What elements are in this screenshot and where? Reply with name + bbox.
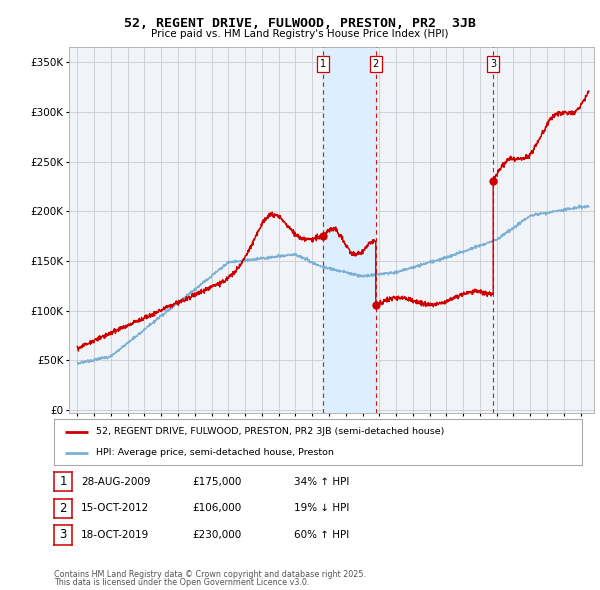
Text: 60% ↑ HPI: 60% ↑ HPI bbox=[294, 530, 349, 540]
Text: 2: 2 bbox=[373, 59, 379, 69]
Text: £106,000: £106,000 bbox=[192, 503, 241, 513]
Text: 1: 1 bbox=[59, 475, 67, 489]
Text: 28-AUG-2009: 28-AUG-2009 bbox=[81, 477, 151, 487]
Text: HPI: Average price, semi-detached house, Preston: HPI: Average price, semi-detached house,… bbox=[96, 448, 334, 457]
Text: 2: 2 bbox=[59, 502, 67, 515]
Text: 52, REGENT DRIVE, FULWOOD, PRESTON, PR2 3JB (semi-detached house): 52, REGENT DRIVE, FULWOOD, PRESTON, PR2 … bbox=[96, 427, 445, 436]
Text: 3: 3 bbox=[490, 59, 496, 69]
Text: Price paid vs. HM Land Registry's House Price Index (HPI): Price paid vs. HM Land Registry's House … bbox=[151, 29, 449, 39]
Text: This data is licensed under the Open Government Licence v3.0.: This data is licensed under the Open Gov… bbox=[54, 578, 310, 587]
Text: Contains HM Land Registry data © Crown copyright and database right 2025.: Contains HM Land Registry data © Crown c… bbox=[54, 570, 366, 579]
Text: 3: 3 bbox=[59, 528, 67, 542]
Text: 19% ↓ HPI: 19% ↓ HPI bbox=[294, 503, 349, 513]
Text: 15-OCT-2012: 15-OCT-2012 bbox=[81, 503, 149, 513]
Text: £175,000: £175,000 bbox=[192, 477, 241, 487]
Text: 52, REGENT DRIVE, FULWOOD, PRESTON, PR2  3JB: 52, REGENT DRIVE, FULWOOD, PRESTON, PR2 … bbox=[124, 17, 476, 30]
Text: £230,000: £230,000 bbox=[192, 530, 241, 540]
Bar bbox=[323, 47, 376, 413]
Text: 18-OCT-2019: 18-OCT-2019 bbox=[81, 530, 149, 540]
Text: 34% ↑ HPI: 34% ↑ HPI bbox=[294, 477, 349, 487]
Text: 1: 1 bbox=[320, 59, 326, 69]
